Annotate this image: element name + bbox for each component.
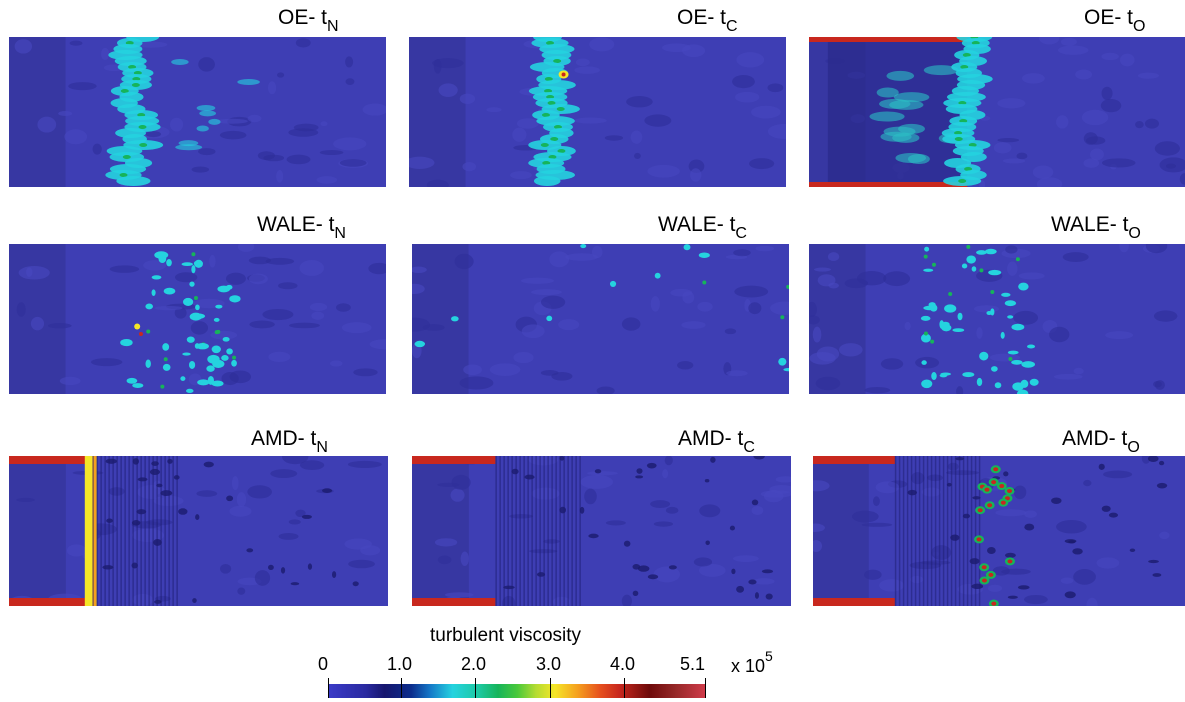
- field-image: [412, 244, 789, 394]
- field-panel-amd-tc: [412, 456, 791, 606]
- panel-title-oe-tc: OE- tC: [677, 6, 738, 35]
- field-image: [813, 456, 1185, 606]
- panel-title-amd-tn: AMD- tN: [251, 427, 328, 456]
- colorbar-tick-label: 4.0: [610, 654, 636, 674]
- field-image: [412, 456, 791, 606]
- field-panel-amd-tn: [9, 456, 388, 606]
- panel-title-wale-to: WALE- tO: [1051, 213, 1141, 242]
- colorbar-tick-label: 2.0: [461, 654, 487, 674]
- colorbar-tick: [401, 678, 402, 698]
- colorbar-tick-label: 1.0: [387, 654, 413, 674]
- field-panel-amd-to: [813, 456, 1185, 606]
- field-image: [409, 37, 786, 187]
- field-panel-oe-tc: [409, 37, 786, 187]
- colorbar-tick: [475, 678, 476, 698]
- panel-title-oe-to: OE- tO: [1084, 6, 1146, 35]
- field-image: [809, 244, 1185, 394]
- field-panel-wale-tn: [9, 244, 386, 394]
- field-panel-wale-tc: [412, 244, 789, 394]
- colorbar-tick: [705, 678, 706, 698]
- panel-title-oe-tn: OE- tN: [278, 6, 339, 35]
- colorbar-tick: [328, 678, 329, 698]
- field-image: [9, 456, 388, 606]
- field-image: [9, 244, 386, 394]
- field-panel-wale-to: [809, 244, 1185, 394]
- colorbar-multiplier: x 105: [731, 648, 773, 676]
- panel-title-amd-to: AMD- tO: [1062, 427, 1140, 456]
- colorbar-tick-label: 5.1: [680, 654, 706, 674]
- field-image: [9, 37, 386, 187]
- colorbar-tick-label: 0: [318, 654, 329, 674]
- panel-title-wale-tc: WALE- tC: [658, 213, 747, 242]
- colorbar-tick: [550, 678, 551, 698]
- field-panel-oe-to: [809, 37, 1185, 187]
- colorbar-tick-label: 3.0: [536, 654, 562, 674]
- field-image: [809, 37, 1185, 187]
- colorbar-tick: [624, 678, 625, 698]
- colorbar-gradient: [328, 684, 706, 698]
- field-panel-oe-tn: [9, 37, 386, 187]
- colorbar-title: turbulent viscosity: [430, 625, 582, 646]
- panel-title-wale-tn: WALE- tN: [257, 213, 346, 242]
- panel-title-amd-tc: AMD- tC: [678, 427, 755, 456]
